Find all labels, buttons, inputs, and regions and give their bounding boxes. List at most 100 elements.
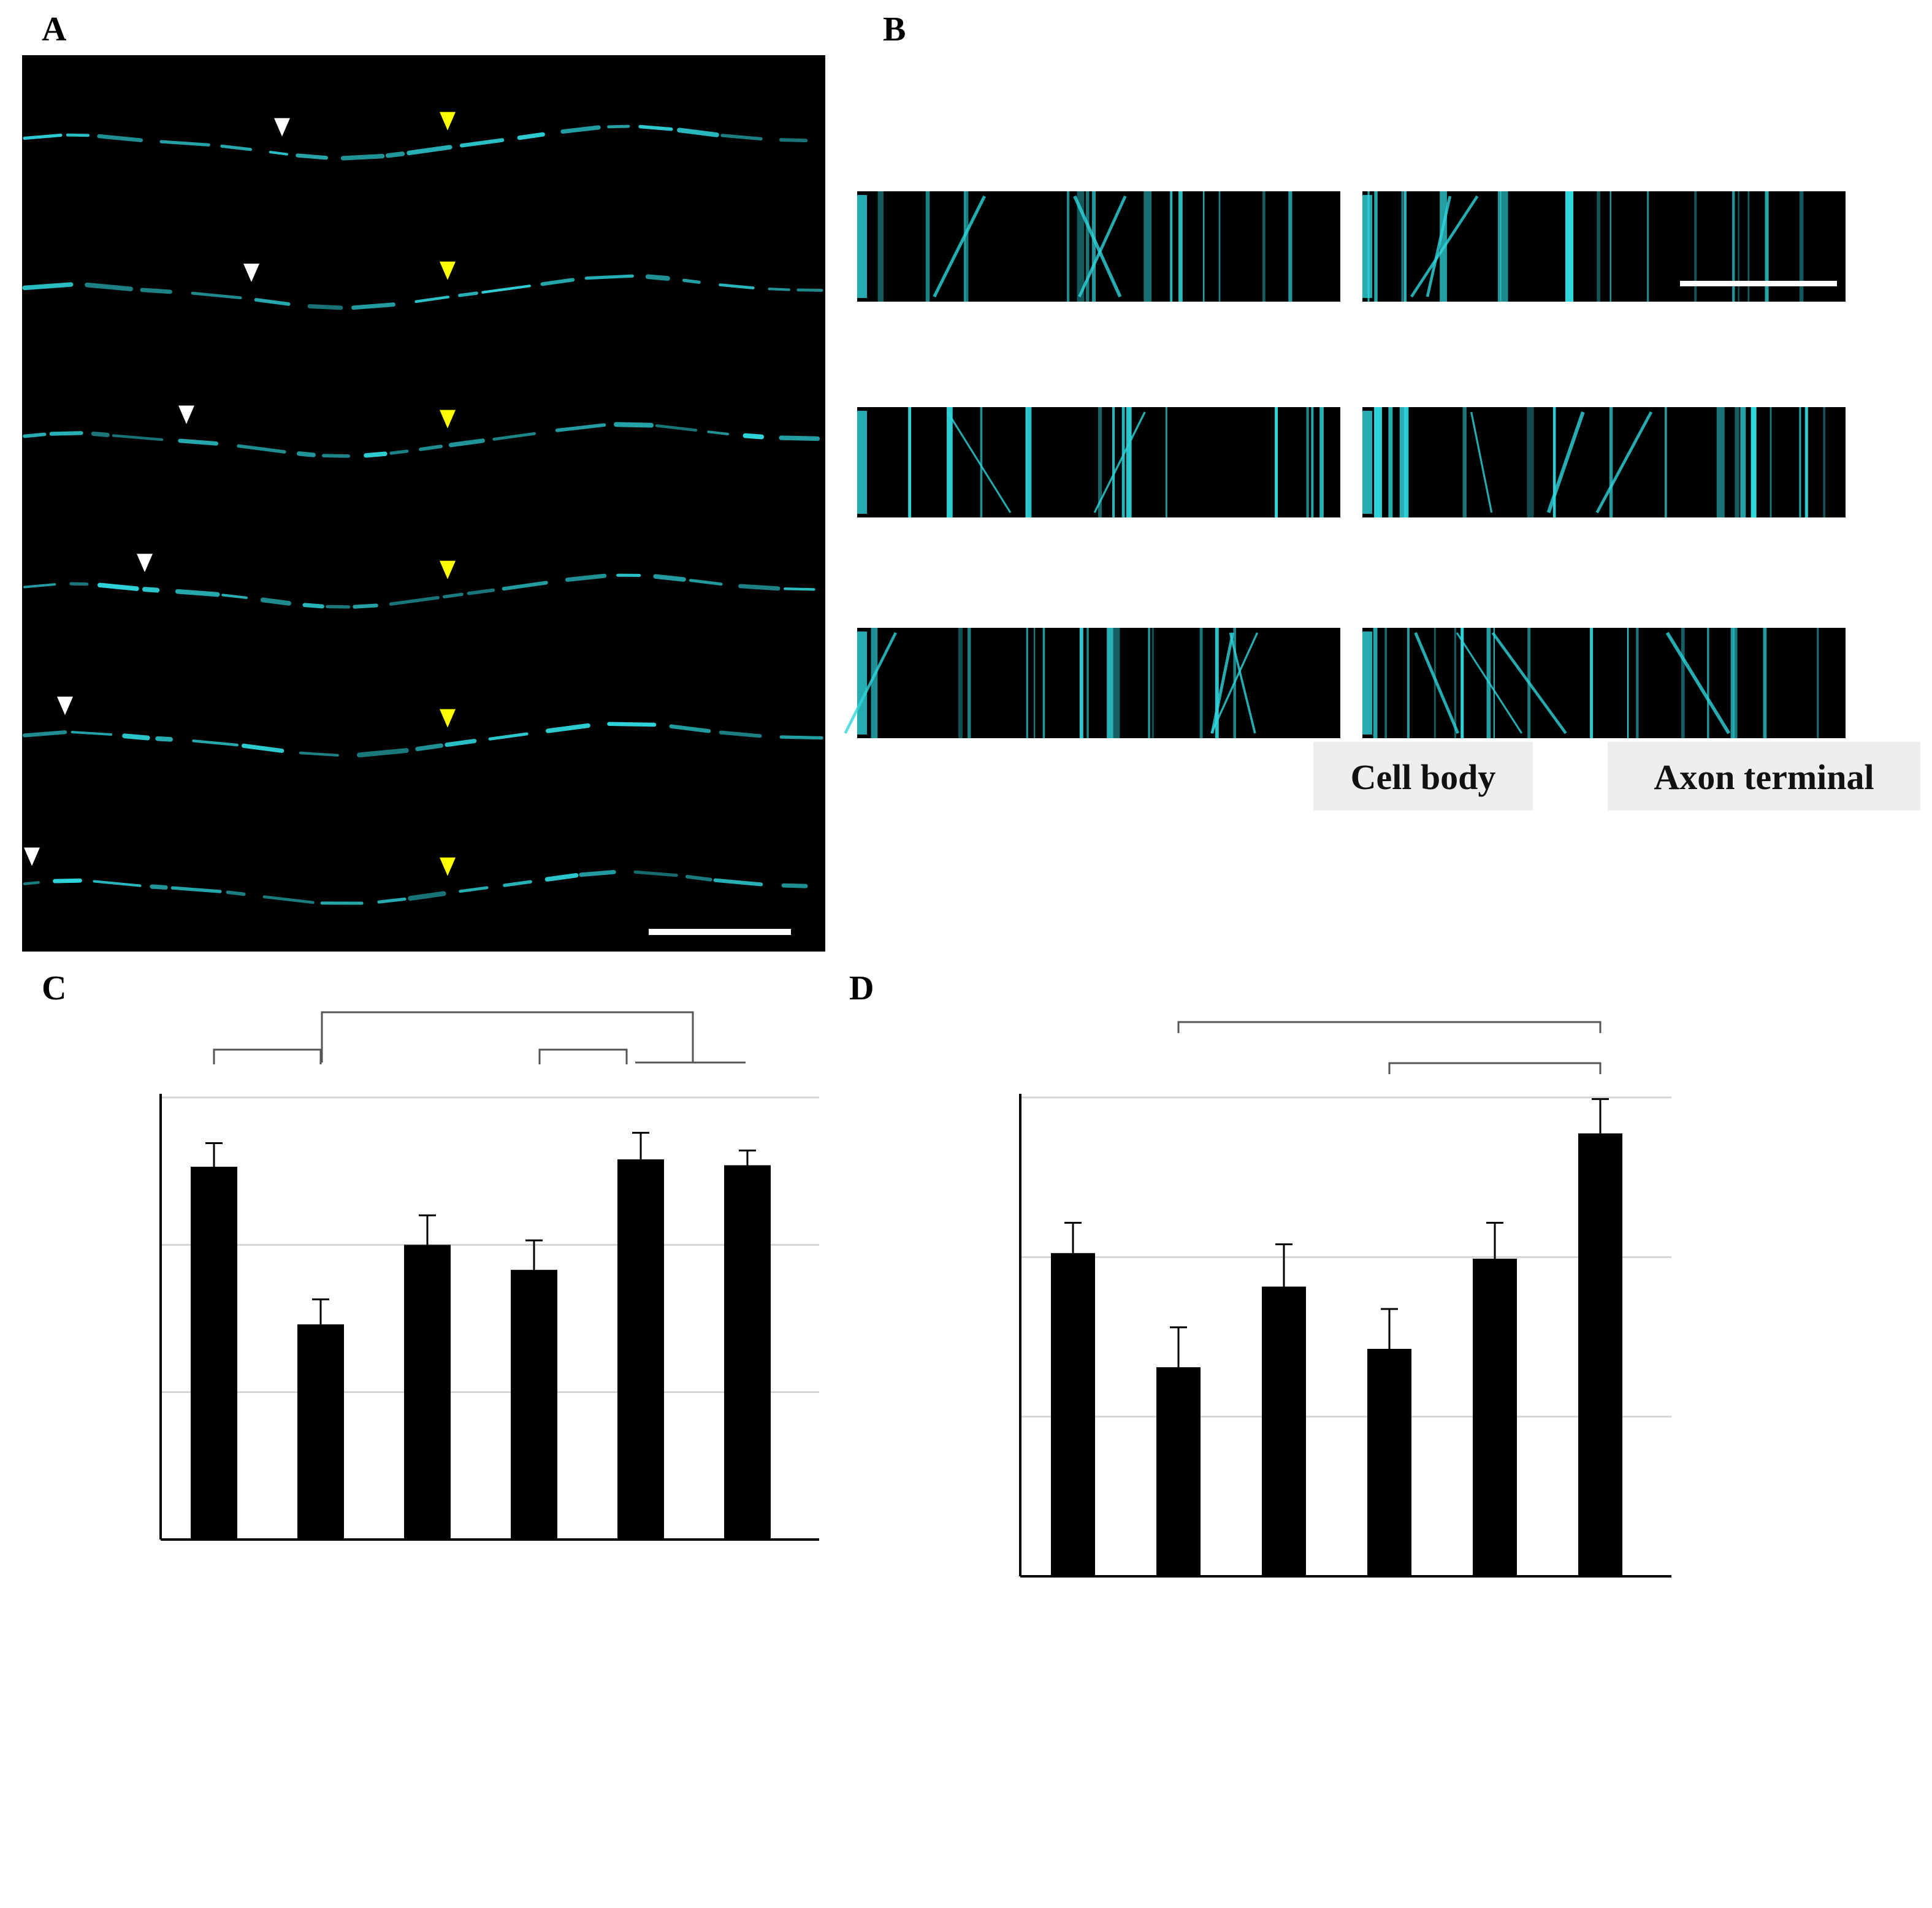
axon-segment	[645, 274, 670, 281]
timelapse-panel	[22, 55, 825, 952]
axon-segment	[779, 735, 823, 740]
axon-segment	[357, 748, 409, 758]
stationary-track	[877, 191, 884, 302]
moving-track	[1210, 632, 1259, 734]
anterograde-chart	[1019, 1021, 1671, 1578]
stationary-track	[1627, 628, 1629, 738]
stationary-track	[1403, 191, 1407, 302]
stationary-track	[1202, 191, 1205, 302]
axon-segment	[22, 282, 74, 291]
kymograph-panel: Cell body Axon terminal	[844, 191, 1920, 811]
axon-segment	[142, 587, 160, 593]
moving-mitochondrion-marker	[137, 554, 153, 573]
stationary-track	[1732, 191, 1735, 302]
axon-segment	[22, 730, 67, 738]
stationary-track	[1178, 191, 1183, 302]
bar	[617, 1159, 664, 1540]
axon-segment	[689, 579, 723, 586]
axon-segment	[738, 584, 781, 591]
axon-segment	[23, 432, 47, 438]
stationary-track	[1407, 628, 1410, 738]
axon-segment	[638, 124, 673, 131]
axon-segment	[713, 878, 763, 887]
stationary-track	[1086, 628, 1089, 738]
axon-segment	[796, 288, 823, 292]
stationary-track	[1500, 191, 1508, 302]
stationary-track	[1107, 628, 1113, 738]
stationary-track	[1086, 191, 1090, 302]
moving-mitochondrion-marker	[243, 263, 259, 282]
stationary-track	[1609, 407, 1613, 517]
moving-track	[1093, 411, 1146, 513]
axon-segment	[720, 134, 763, 141]
stationary-track	[964, 191, 969, 302]
stationary-track	[1770, 407, 1772, 517]
axon-segment	[91, 431, 110, 438]
axon-segment	[140, 288, 172, 294]
moving-mitochondrion-marker	[274, 118, 290, 137]
significance-bracket	[538, 1048, 628, 1064]
stationary-track	[1805, 407, 1808, 517]
axon-segment	[178, 438, 219, 446]
stationary-track	[1373, 628, 1378, 738]
stationary-track	[958, 628, 963, 738]
moving-track	[1665, 632, 1731, 735]
axon-segment	[296, 451, 316, 457]
axon-segment	[85, 282, 133, 292]
axon-segment	[377, 897, 407, 904]
stationary-track	[1126, 407, 1132, 517]
stationary-track	[1460, 628, 1464, 738]
moving-mitochondrion-marker	[57, 696, 73, 716]
axon-segment	[458, 291, 478, 297]
axon-segment	[299, 751, 339, 757]
stationary-track	[980, 407, 983, 517]
axon-segment	[364, 451, 388, 458]
stationary-track	[1025, 407, 1028, 517]
axon-segment	[389, 449, 409, 455]
stationary-track	[1098, 407, 1102, 517]
stationary-mitochondrion-marker	[440, 112, 456, 131]
stationary-mitochondrion-marker	[440, 560, 456, 579]
stationary-mitochondrion-marker	[440, 261, 456, 280]
stationary-track	[1151, 628, 1155, 738]
stationary-track	[1497, 191, 1502, 302]
axon-segment	[221, 593, 248, 600]
axon-segment	[707, 430, 730, 435]
axon-segment	[502, 581, 548, 591]
axon-segment	[192, 739, 239, 747]
axon-segment	[565, 573, 607, 582]
stationary-track	[1817, 628, 1819, 738]
axon-segment	[53, 878, 82, 883]
bar	[724, 1165, 771, 1540]
stationary-track	[1288, 191, 1292, 302]
stationary-track	[1454, 628, 1457, 738]
axon-segment	[719, 283, 755, 289]
scale-bar	[649, 929, 791, 935]
stationary-track	[947, 407, 953, 517]
moving-track	[1410, 195, 1479, 298]
moving-track	[933, 195, 986, 298]
bar	[1262, 1286, 1306, 1576]
axon-segment	[607, 124, 630, 129]
axon-segment	[254, 298, 291, 306]
moving-track	[1229, 632, 1256, 734]
axon-segment	[23, 881, 40, 885]
axon-segment	[685, 874, 712, 882]
axon-segment	[351, 302, 395, 310]
stationary-track	[1765, 191, 1769, 302]
stationary-track	[1033, 628, 1036, 738]
axon-segment	[220, 144, 253, 151]
bar	[191, 1166, 237, 1540]
stationary-track	[1091, 191, 1096, 302]
stationary-track	[1823, 407, 1826, 517]
bar	[297, 1324, 344, 1540]
axon-segment	[408, 891, 446, 901]
axon-segment	[353, 603, 378, 609]
stationary-track	[1401, 191, 1403, 302]
stationary-track	[1112, 407, 1115, 517]
stationary-track	[1751, 407, 1757, 517]
edge-track	[857, 632, 867, 735]
axon-segment	[560, 125, 601, 134]
stationary-track	[1042, 628, 1045, 738]
stationary-track	[1388, 407, 1393, 517]
